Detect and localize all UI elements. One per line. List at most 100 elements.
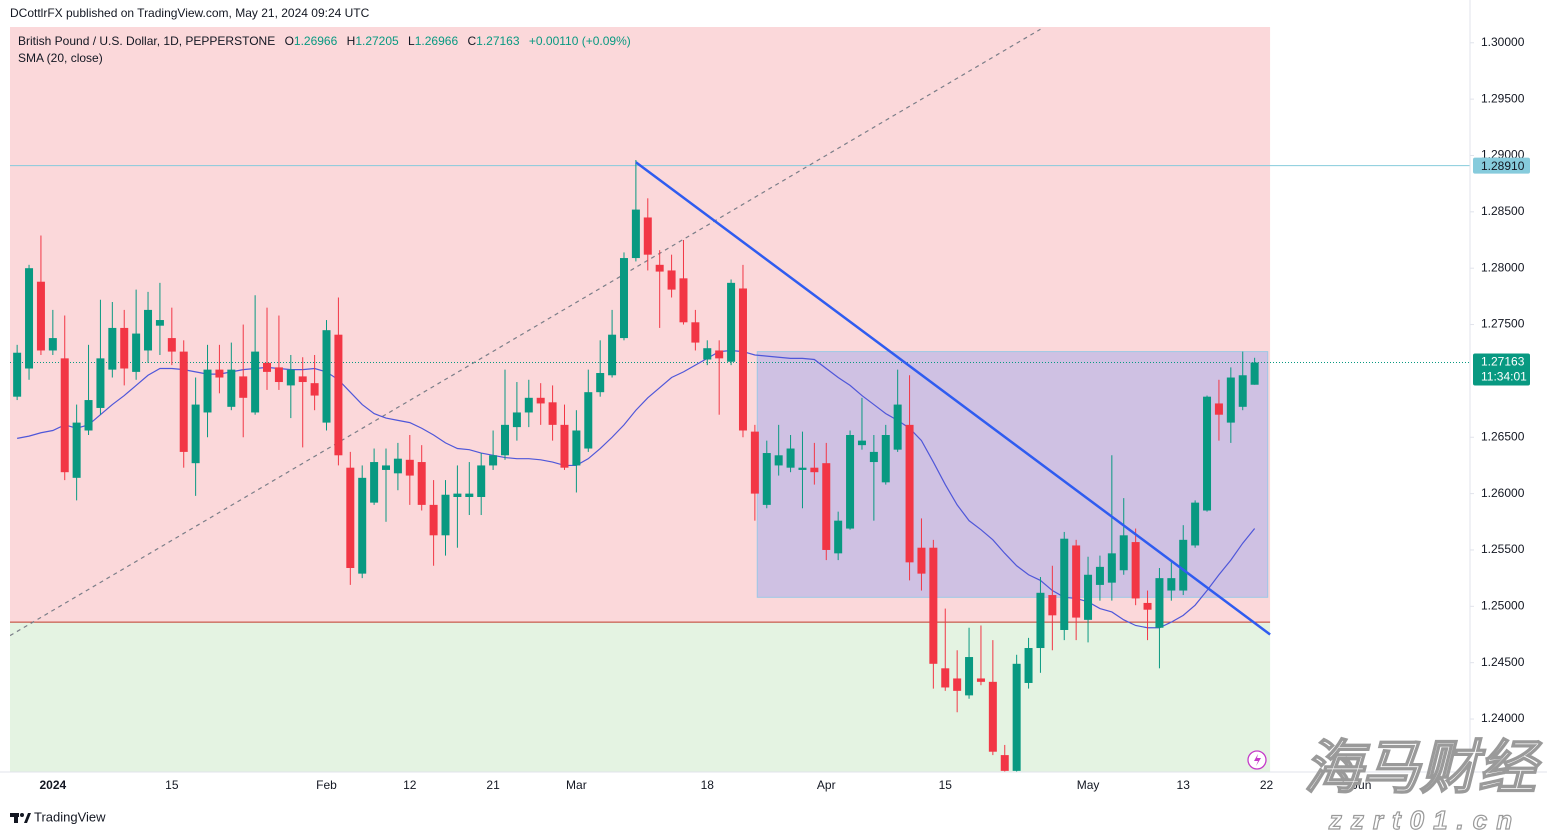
candle-body bbox=[715, 350, 724, 359]
candle-body bbox=[72, 422, 81, 478]
candle-body bbox=[1167, 578, 1176, 591]
candle-body bbox=[691, 322, 700, 343]
candle-body bbox=[203, 369, 212, 413]
candle-body bbox=[762, 453, 771, 505]
candle-body bbox=[298, 376, 307, 383]
candle-body bbox=[881, 435, 890, 483]
x-tick-label: 12 bbox=[403, 778, 417, 792]
candle-body bbox=[84, 400, 93, 431]
y-tick-label: 1.26000 bbox=[1481, 486, 1525, 500]
candle-body bbox=[132, 333, 141, 372]
candle-body bbox=[774, 455, 783, 466]
candle-body bbox=[251, 351, 260, 413]
y-tick-label: 1.26500 bbox=[1481, 429, 1525, 443]
candle-body bbox=[536, 397, 545, 404]
candle-body bbox=[1203, 396, 1212, 511]
candle-body bbox=[572, 430, 581, 466]
candle-body bbox=[191, 404, 200, 464]
candle-body bbox=[1036, 592, 1045, 649]
candle-body bbox=[976, 678, 985, 682]
candle-body bbox=[905, 424, 914, 563]
x-tick-label: Feb bbox=[316, 778, 337, 792]
candle-body bbox=[393, 458, 402, 474]
x-tick-label: 21 bbox=[486, 778, 500, 792]
candle-body bbox=[239, 376, 248, 398]
candle-body bbox=[465, 493, 474, 497]
axes: 1.300001.295001.290001.285001.280001.275… bbox=[39, 35, 1530, 792]
y-tick-label: 1.27500 bbox=[1481, 317, 1525, 331]
candle-body bbox=[1000, 755, 1009, 771]
candle-body bbox=[988, 681, 997, 752]
candle-body bbox=[965, 657, 974, 696]
candle-body bbox=[727, 282, 736, 362]
candle-body bbox=[798, 467, 807, 470]
candle-body bbox=[512, 412, 521, 428]
candle-body bbox=[596, 373, 605, 393]
candle-body bbox=[846, 435, 855, 529]
ohlc-value: 1.27163 bbox=[476, 34, 520, 48]
candle-body bbox=[548, 402, 557, 425]
candle-body bbox=[810, 467, 819, 473]
x-tick-label: May bbox=[1077, 778, 1100, 792]
legend-entry: SMA (20, close) bbox=[18, 51, 103, 65]
brand: TradingView bbox=[34, 809, 106, 824]
candle-body bbox=[822, 463, 831, 550]
ohlc-label: H bbox=[347, 34, 356, 48]
candle-body bbox=[584, 392, 593, 449]
candle-body bbox=[643, 217, 652, 255]
candle-body bbox=[1250, 362, 1259, 385]
candle-body bbox=[120, 327, 129, 369]
zone bbox=[10, 622, 1271, 772]
ohlc-value: 1.27205 bbox=[355, 34, 399, 48]
ohlc-value: 1.26966 bbox=[415, 34, 459, 48]
candle-body bbox=[36, 281, 45, 351]
candle-body bbox=[1155, 578, 1164, 628]
candle-body bbox=[1060, 538, 1069, 630]
candle-body bbox=[500, 424, 509, 456]
x-tick-label: Apr bbox=[817, 778, 836, 792]
candle-body bbox=[144, 309, 153, 351]
x-tick-label: 15 bbox=[939, 778, 953, 792]
candle-body bbox=[48, 338, 57, 351]
candle-body bbox=[1214, 403, 1223, 415]
brand-logo bbox=[10, 813, 31, 823]
candle-body bbox=[1024, 648, 1033, 683]
y-tick-label: 1.25500 bbox=[1481, 542, 1525, 556]
candle-body bbox=[941, 668, 950, 688]
candle-body bbox=[1107, 553, 1116, 583]
candle-body bbox=[1048, 595, 1057, 616]
candle-body bbox=[405, 459, 414, 476]
candle-body bbox=[655, 264, 664, 272]
y-tick-label: 1.24500 bbox=[1481, 655, 1525, 669]
hline-label: 1.28910 bbox=[1481, 159, 1525, 173]
x-tick-label: Jun bbox=[1352, 778, 1371, 792]
ohlc-label: L bbox=[408, 34, 415, 48]
candle-body bbox=[417, 462, 426, 505]
range-rectangle bbox=[756, 351, 1269, 598]
candle-body bbox=[453, 493, 462, 497]
countdown: 11:34:01 bbox=[1481, 370, 1527, 384]
candle-body bbox=[1131, 542, 1140, 599]
x-tick-label: 2024 bbox=[39, 778, 66, 792]
candle-body bbox=[477, 465, 486, 497]
alert-icon-bolt bbox=[1254, 754, 1261, 766]
candle-body bbox=[1179, 539, 1188, 591]
hline-badge bbox=[1473, 157, 1530, 174]
candle-body bbox=[703, 348, 712, 360]
y-tick-label: 1.24000 bbox=[1481, 711, 1525, 725]
candle-body bbox=[750, 431, 759, 494]
candle-body bbox=[929, 547, 938, 664]
candle-body bbox=[667, 270, 676, 290]
candle-body bbox=[560, 424, 569, 468]
candle-body bbox=[1095, 566, 1104, 585]
candle-body bbox=[857, 440, 866, 446]
change: +0.00110 (+0.09%) bbox=[529, 34, 631, 48]
x-tick-label: 13 bbox=[1177, 778, 1191, 792]
watermark-title: 海马财经 bbox=[1304, 735, 1543, 800]
candle-body bbox=[1012, 663, 1021, 771]
candle-body bbox=[263, 362, 272, 372]
candle-body bbox=[679, 278, 688, 323]
candle-body bbox=[25, 268, 34, 369]
